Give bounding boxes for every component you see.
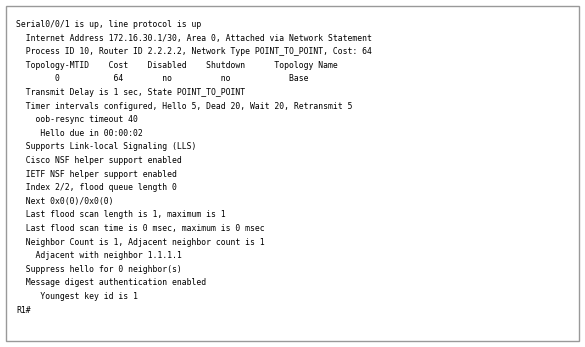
Text: Youngest key id is 1: Youngest key id is 1 [16,292,138,301]
Text: IETF NSF helper support enabled: IETF NSF helper support enabled [16,170,177,179]
Text: Timer intervals configured, Hello 5, Dead 20, Wait 20, Retransmit 5: Timer intervals configured, Hello 5, Dea… [16,102,352,111]
Text: Next 0x0(0)/0x0(0): Next 0x0(0)/0x0(0) [16,197,113,206]
Text: Process ID 10, Router ID 2.2.2.2, Network Type POINT_TO_POINT, Cost: 64: Process ID 10, Router ID 2.2.2.2, Networ… [16,47,372,56]
Text: Message digest authentication enabled: Message digest authentication enabled [16,278,206,287]
Text: Neighbor Count is 1, Adjacent neighbor count is 1: Neighbor Count is 1, Adjacent neighbor c… [16,238,264,247]
Text: Supports Link-local Signaling (LLS): Supports Link-local Signaling (LLS) [16,142,197,151]
Text: Last flood scan time is 0 msec, maximum is 0 msec: Last flood scan time is 0 msec, maximum … [16,224,264,233]
Text: 0           64        no          no            Base: 0 64 no no Base [16,74,308,83]
Text: Index 2/2, flood queue length 0: Index 2/2, flood queue length 0 [16,183,177,192]
Text: Transmit Delay is 1 sec, State POINT_TO_POINT: Transmit Delay is 1 sec, State POINT_TO_… [16,88,245,97]
Text: Topology-MTID    Cost    Disabled    Shutdown      Topology Name: Topology-MTID Cost Disabled Shutdown Top… [16,61,338,70]
Text: Last flood scan length is 1, maximum is 1: Last flood scan length is 1, maximum is … [16,210,226,219]
Text: oob-resync timeout 40: oob-resync timeout 40 [16,115,138,124]
Text: Suppress hello for 0 neighbor(s): Suppress hello for 0 neighbor(s) [16,265,182,274]
Text: Hello due in 00:00:02: Hello due in 00:00:02 [16,129,143,138]
Text: R1#: R1# [16,306,30,315]
Text: Serial0/0/1 is up, line protocol is up: Serial0/0/1 is up, line protocol is up [16,20,201,29]
Text: Adjacent with neighbor 1.1.1.1: Adjacent with neighbor 1.1.1.1 [16,251,182,260]
Text: Cisco NSF helper support enabled: Cisco NSF helper support enabled [16,156,182,165]
Text: Internet Address 172.16.30.1/30, Area 0, Attached via Network Statement: Internet Address 172.16.30.1/30, Area 0,… [16,34,372,43]
